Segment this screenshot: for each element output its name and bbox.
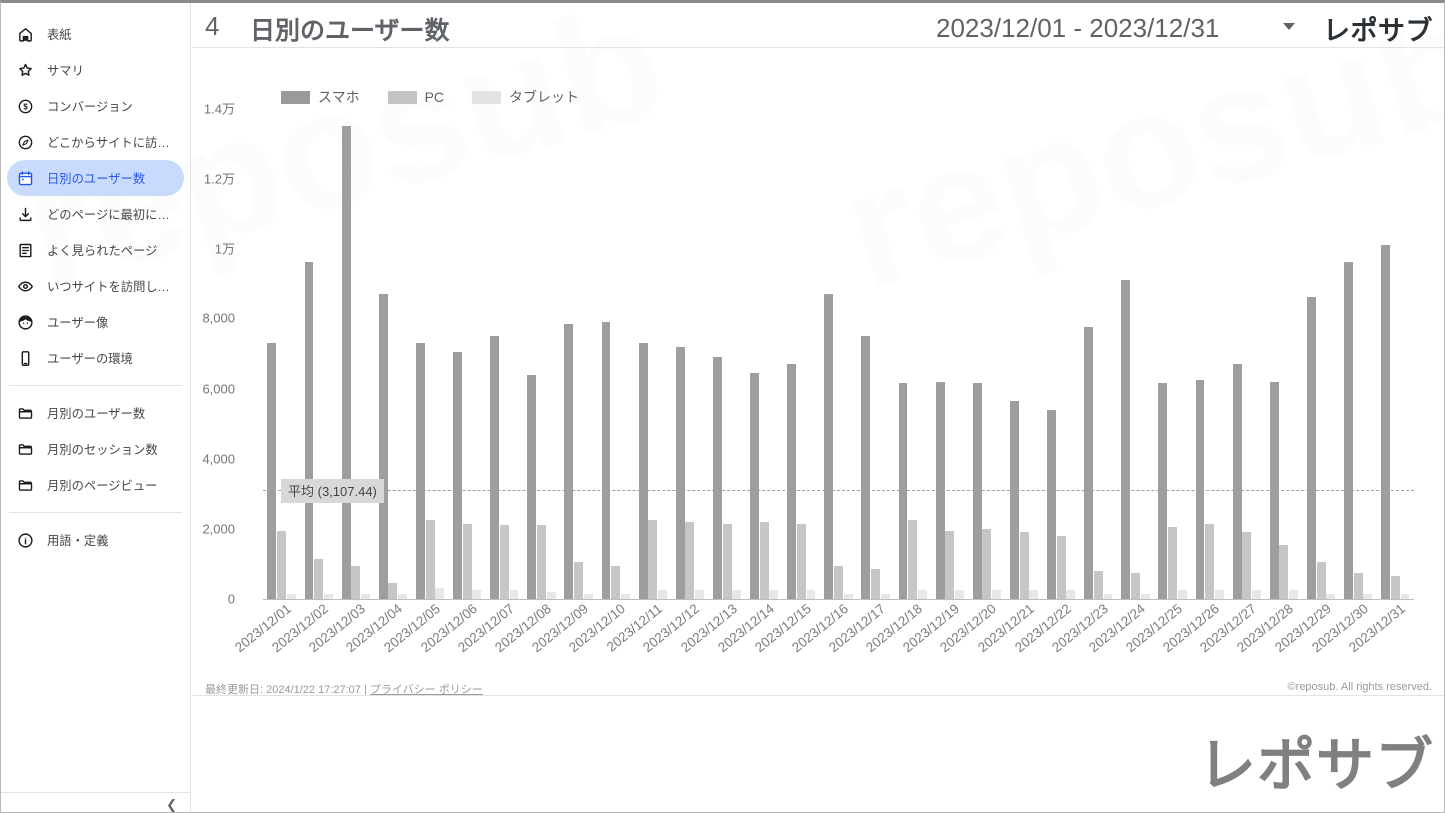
svg-text:$: $ — [23, 102, 28, 111]
